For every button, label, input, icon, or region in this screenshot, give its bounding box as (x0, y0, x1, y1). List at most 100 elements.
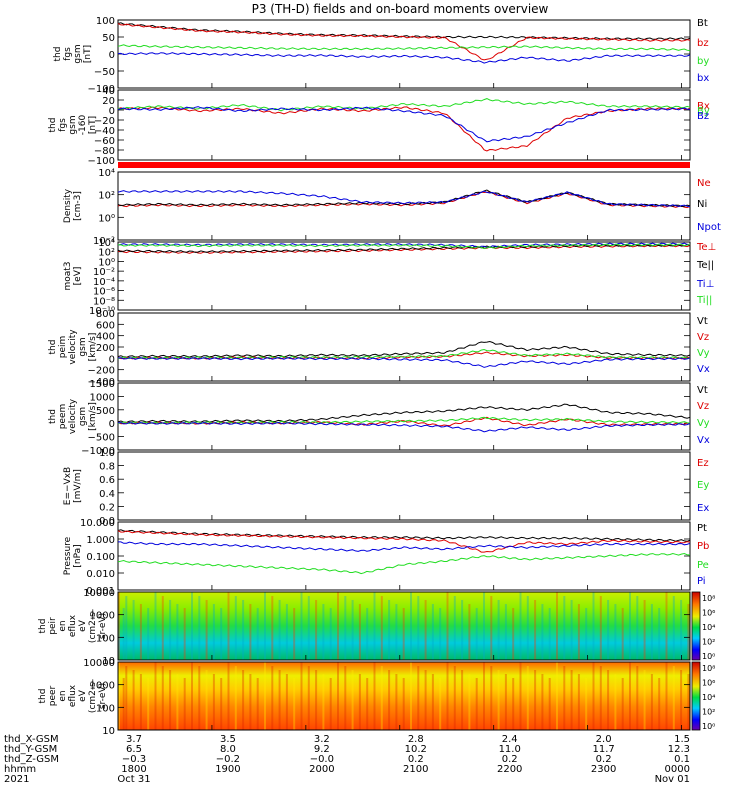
spectrogram-streak (490, 666, 493, 730)
series-fgs-bz (117, 23, 691, 61)
y-label-line: peem (58, 404, 68, 430)
colorbar-tick-label: 10⁰ (702, 652, 715, 661)
y-tick-label: 50 (102, 33, 115, 44)
y-tick-label: −40 (94, 126, 115, 137)
y-label-line: fgs (63, 47, 73, 61)
spectrogram-streak (475, 678, 478, 730)
legend-ti||: Ti|| (696, 295, 712, 306)
spectrogram-streak (541, 604, 544, 660)
ephem-cell-x: 2.0 (596, 734, 612, 745)
spectrogram-streak (122, 678, 125, 730)
y-tick-label: −200 (88, 366, 115, 377)
y-tick-label: 800 (96, 309, 115, 320)
series-peim-velocity-vx (117, 357, 691, 368)
ephem-cell-t: 2200 (497, 764, 522, 775)
spectrogram-streak (650, 674, 653, 730)
y-tick-label: −100 (88, 156, 115, 167)
spectrogram-peer-en-eflux (118, 662, 690, 730)
series-fgs-detrend-bx (117, 106, 691, 152)
ephem-cell-y: 11.0 (499, 744, 521, 755)
spectrogram-streak (446, 592, 449, 660)
y-tick-label: 200 (96, 343, 115, 354)
ephem-cell-z: −0.0 (310, 754, 334, 765)
spectrogram-streak (234, 666, 237, 730)
series-pressure-pe (117, 552, 691, 575)
spectrogram-streak (585, 678, 588, 730)
spectrogram-streak (227, 592, 230, 660)
spectrogram-streak (650, 604, 653, 660)
spectrogram-streak (614, 604, 617, 660)
ephem-cell-y: 10.2 (405, 744, 427, 755)
ephem-cell-x: 3.5 (220, 734, 236, 745)
y-label-line: eflux (68, 614, 78, 637)
y-tick-label: 0 (109, 354, 115, 365)
legend-vy: Vy (697, 348, 710, 359)
panel-peem-velocity: 1500 1000 500 0 −500 −1000 thd peem velocity gsm[… (48, 379, 710, 457)
spectrogram-streak (526, 666, 529, 730)
spectrogram-streak (322, 674, 325, 730)
spectrogram-streak (322, 604, 325, 660)
spectrogram-streak (439, 608, 442, 660)
spectrogram-streak (285, 674, 288, 730)
y-tick-label: 10⁻⁸ (93, 296, 115, 307)
spectrogram-streak (497, 600, 500, 660)
series-temperature-te⊥ (117, 244, 691, 254)
series-pressure-pb (117, 530, 691, 553)
spectrogram-streak (366, 678, 369, 730)
legend-by: by (697, 56, 709, 67)
spectrogram-streak (672, 596, 675, 660)
spectrogram-streak (658, 608, 661, 660)
ephem-label: thd_Y-GSM (4, 744, 57, 755)
y-label-line: Density (63, 188, 73, 223)
y-label-line: fgs (58, 118, 68, 132)
legend-vy: Vy (697, 418, 710, 429)
y-label-line: Pressure (63, 536, 73, 575)
ephem-cell-y: 9.2 (314, 744, 330, 755)
y-axis-label: thd peem velocity gsm [km/s] (48, 398, 98, 434)
spectrogram-streak (271, 596, 274, 660)
spectrogram-streak (672, 666, 675, 730)
plot-title: P3 (TH-D) fields and on-board moments ov… (252, 2, 549, 16)
spectrogram-streak (534, 670, 537, 730)
y-tick-label: 1000 (90, 681, 115, 692)
y-tick-label: 10⁴ (98, 168, 115, 179)
y-label-line: peir (48, 617, 58, 635)
panel-frame (117, 382, 691, 451)
series-fgs-by (117, 44, 691, 52)
spectrogram-streak (234, 596, 237, 660)
spectrogram-streak (643, 670, 646, 730)
spectrogram-streak (687, 674, 690, 730)
legend-vt: Vt (697, 316, 708, 327)
spectrogram-streak (388, 600, 391, 660)
spectrogram-streak (315, 670, 318, 730)
spectrogram-streak (526, 596, 529, 660)
legend-vx: Vx (697, 435, 710, 446)
spectrogram-streak (118, 662, 120, 730)
spectrogram-streak (417, 596, 420, 660)
spectrogram-streak (424, 670, 427, 730)
spectrogram-streak (453, 666, 456, 730)
spectrogram-peir-en-eflux (118, 592, 690, 660)
legend-bt: Bt (697, 18, 708, 29)
flag-bar (118, 162, 690, 168)
ephem-label: thd_X-GSM (4, 734, 59, 745)
y-axis-label: E=−VxB [mV/m] (63, 467, 83, 505)
y-label-line: moat3 (63, 261, 73, 290)
y-label-line: [km/s] (88, 333, 98, 362)
series-pressure-pi (118, 541, 691, 552)
spectrogram-streak (504, 604, 507, 660)
ephem-cell-z: 0.2 (596, 754, 612, 765)
spectrogram-streak (344, 596, 347, 660)
y-axis-label: Pressure [nPa] (63, 536, 83, 575)
legend-vt: Vt (697, 385, 708, 396)
legend-te||: Te|| (696, 260, 714, 271)
series-peim-velocity-vt (117, 340, 691, 358)
spectrogram-streak (636, 666, 639, 730)
spectrogram-streak (154, 592, 157, 660)
spectrogram-streak (665, 592, 668, 660)
y-tick-label: 600 (96, 320, 115, 331)
